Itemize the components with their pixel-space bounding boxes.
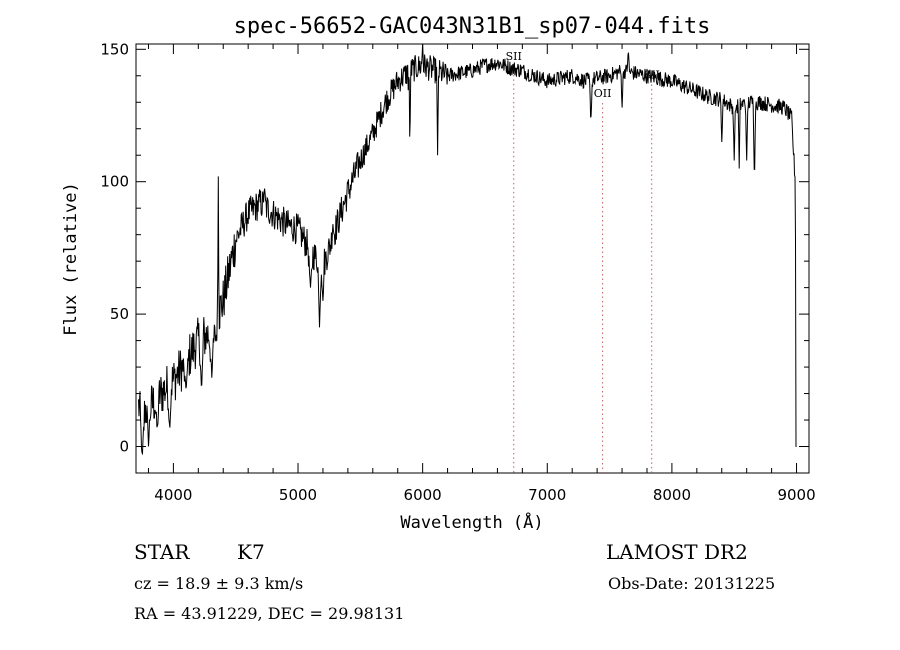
x-axis: 4000 5000 6000 7000 8000 9000 [147, 44, 816, 504]
survey-name: LAMOST DR2 [606, 540, 748, 564]
observation-date: Obs-Date: 20131225 [608, 574, 776, 593]
y-tick-label: 0 [119, 438, 129, 456]
x-tick-label: 4000 [154, 486, 192, 504]
chart-title: spec-56652-GAC043N31B1_sp07-044.fits [234, 14, 711, 39]
plot-frame [135, 43, 810, 474]
flux-series [138, 43, 797, 456]
y-tick-label: 50 [110, 305, 129, 323]
y-tick-label: 150 [100, 40, 129, 58]
line-mark-label: SII [506, 50, 522, 63]
line-mark-label: OII [594, 87, 612, 100]
y-axis-label: Flux (relative) [61, 182, 81, 336]
redshift-cz: cz = 18.9 ± 9.3 km/s [134, 574, 304, 593]
ra-dec: RA = 43.91229, DEC = 29.98131 [134, 604, 405, 623]
x-axis-label: Wavelength (Å) [400, 511, 543, 533]
spectrum-line [138, 43, 797, 456]
x-tick-label: 9000 [777, 486, 815, 504]
y-axis: 0 50 100 150 [100, 40, 809, 474]
x-tick-label: 6000 [404, 486, 442, 504]
x-tick-label: 7000 [528, 486, 566, 504]
object-subclass: K7 [237, 540, 265, 564]
object-class: STAR [134, 540, 190, 564]
y-tick-label: 100 [100, 173, 129, 191]
x-tick-label: 5000 [279, 486, 317, 504]
x-tick-label: 8000 [653, 486, 691, 504]
plot-border [135, 43, 810, 474]
